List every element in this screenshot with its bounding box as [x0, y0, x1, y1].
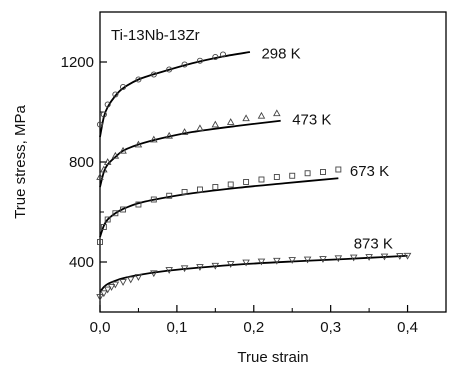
data-point: [96, 121, 104, 128]
data-point: [126, 276, 135, 284]
data-point: [181, 189, 188, 195]
x-tick-label: 0,4: [397, 319, 418, 336]
series-label: 473 K: [292, 112, 331, 129]
data-point: [120, 206, 127, 213]
data-point: [273, 174, 280, 180]
data-point: [96, 173, 104, 180]
data-point: [120, 83, 127, 91]
fit-curve: [99, 119, 281, 188]
data-point: [320, 169, 326, 175]
data-point: [104, 216, 111, 223]
x-tick-label: 0,1: [166, 319, 187, 336]
data-point: [273, 109, 281, 117]
data-point: [119, 279, 127, 286]
data-point: [180, 128, 189, 135]
data-point: [242, 114, 250, 122]
series-layer: 298 K 473 K 673 K 873 K: [96, 45, 412, 301]
data-point: [96, 294, 104, 301]
data-point: [104, 101, 111, 108]
data-point: [258, 176, 265, 183]
data-point: [197, 186, 203, 193]
data-point: [150, 71, 157, 78]
data-point: [212, 184, 219, 190]
data-point: [134, 140, 143, 148]
data-point: [100, 224, 107, 230]
data-point: [196, 124, 204, 132]
fit-curve: [99, 51, 251, 138]
data-point: [181, 61, 188, 68]
data-point: [289, 172, 296, 179]
data-point: [211, 262, 220, 270]
data-point: [103, 158, 112, 165]
series-0: 298 K: [96, 45, 301, 138]
fit-curve: [99, 177, 339, 238]
series-2: 673 K: [97, 163, 389, 245]
data-point: [403, 252, 412, 260]
data-point: [242, 259, 250, 267]
data-point: [335, 166, 342, 173]
data-point: [166, 192, 173, 199]
data-point: [196, 264, 204, 271]
data-point: [165, 131, 173, 139]
data-point: [257, 258, 266, 266]
data-point: [288, 257, 296, 264]
data-point: [135, 201, 142, 208]
data-point: [103, 286, 112, 294]
ticks: [99, 11, 447, 313]
data-point: [211, 120, 220, 128]
chart-annotation: Ti-13Nb-13Zr: [111, 27, 200, 44]
data-point: [396, 253, 404, 260]
data-point: [380, 253, 389, 261]
data-point: [119, 146, 127, 154]
data-point: [180, 265, 189, 273]
data-point: [196, 57, 204, 64]
data-point: [134, 274, 143, 281]
data-point: [349, 254, 358, 262]
data-point: [334, 255, 343, 263]
data-point: [304, 170, 311, 177]
series-1: 473 K: [96, 109, 331, 188]
x-tick-label: 0,3: [320, 319, 341, 336]
data-point: [100, 290, 108, 298]
x-axis-title: True strain: [237, 349, 308, 366]
data-point: [219, 51, 227, 58]
tick-labels: 0,0 0,1 0,2 0,3 0,4 400 800 1200: [61, 54, 418, 336]
y-tick-label: 400: [69, 254, 94, 271]
data-point: [150, 135, 158, 143]
data-point: [273, 257, 281, 265]
data-point: [100, 165, 108, 173]
data-point: [243, 179, 250, 185]
data-point: [112, 210, 119, 217]
data-point: [111, 151, 120, 159]
data-point: [107, 284, 116, 291]
y-axis-title: True stress, MPa: [12, 105, 29, 219]
data-point: [227, 181, 234, 188]
data-point: [135, 76, 142, 83]
series-label: 673 K: [350, 163, 389, 180]
series-label: 298 K: [261, 45, 300, 62]
data-point: [303, 256, 312, 264]
data-point: [226, 118, 235, 125]
y-tick-label: 1200: [61, 54, 94, 71]
y-tick-label: 800: [69, 154, 94, 171]
data-point: [319, 256, 327, 263]
x-tick-label: 0,0: [90, 319, 111, 336]
data-point: [112, 91, 119, 98]
fit-curve: [99, 254, 408, 293]
data-point: [100, 111, 107, 118]
data-point: [111, 281, 120, 289]
data-point: [150, 270, 158, 278]
data-point: [165, 267, 173, 274]
data-point: [365, 254, 373, 261]
data-point: [97, 239, 103, 245]
data-point: [166, 66, 173, 73]
data-point: [257, 111, 266, 119]
x-tick-label: 0,2: [243, 319, 264, 336]
data-point: [226, 261, 235, 268]
series-label: 873 K: [354, 235, 393, 252]
data-point: [150, 196, 157, 203]
series-3: 873 K: [96, 235, 412, 301]
data-point: [212, 53, 219, 61]
